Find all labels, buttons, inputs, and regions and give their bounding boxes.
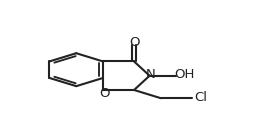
Text: O: O [99,87,109,100]
Text: O: O [129,36,139,49]
Text: N: N [146,68,155,81]
Text: Cl: Cl [194,91,207,104]
Text: OH: OH [174,68,195,81]
